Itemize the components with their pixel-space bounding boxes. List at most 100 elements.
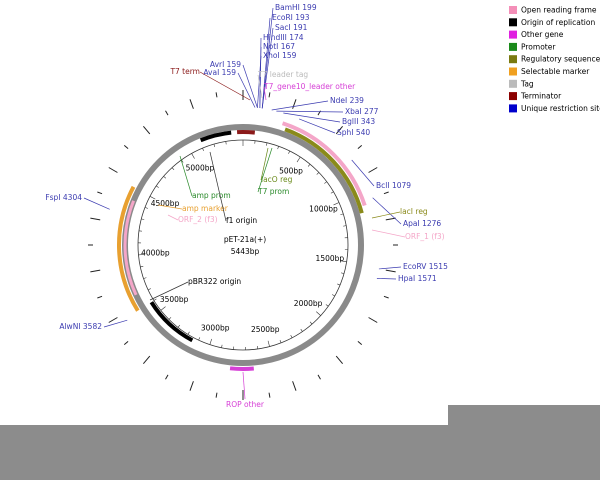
site-leader xyxy=(283,112,341,123)
site-leader xyxy=(261,17,271,109)
site-label: FspI 4304 xyxy=(45,193,82,202)
legend-swatch xyxy=(509,67,517,76)
plasmid-name: pET-21a(+) xyxy=(224,235,266,244)
legend-swatch xyxy=(509,30,517,39)
scale-tick xyxy=(177,324,181,328)
legend-label: Regulatory sequence xyxy=(521,55,600,64)
outer-tick xyxy=(142,355,151,365)
scale-tick xyxy=(266,142,268,146)
site-label: EcoRV 1515 xyxy=(403,262,448,271)
site-leader xyxy=(372,197,402,225)
legend-swatch xyxy=(509,92,517,101)
scale-tick xyxy=(288,150,291,154)
feature-leader xyxy=(371,211,401,219)
scale-tick xyxy=(160,306,166,311)
scale-tick xyxy=(343,225,347,227)
feature-leader xyxy=(167,214,179,221)
scale-tick xyxy=(300,328,303,332)
outer-tick xyxy=(268,392,271,398)
outer-tick xyxy=(335,125,344,135)
feature-leader xyxy=(179,155,193,197)
site-label: AlwNI 3582 xyxy=(59,322,102,331)
outer-tick xyxy=(385,217,396,221)
site-label: BglII 343 xyxy=(342,117,375,126)
term-arc xyxy=(236,130,256,135)
scale-label: 3000bp xyxy=(201,323,230,332)
site-leader xyxy=(242,64,258,108)
scale-tick xyxy=(333,202,340,206)
scale-tick xyxy=(149,196,156,200)
scale-tick xyxy=(202,148,204,152)
feature-leader xyxy=(209,151,227,222)
legend-label: Other gene xyxy=(521,30,564,39)
outer-tick xyxy=(123,144,129,149)
feature-label: ROP other xyxy=(226,400,265,409)
feature-leader xyxy=(260,147,269,181)
scale-label: 4000bp xyxy=(141,248,170,257)
scale-tick xyxy=(181,159,184,163)
scale-tick xyxy=(324,181,327,184)
feature-label: lacO reg xyxy=(261,175,293,184)
feature-leader xyxy=(257,147,273,193)
scale-tick xyxy=(187,331,190,335)
site-label: BamHI 199 xyxy=(275,3,317,12)
feature-label: T7 term xyxy=(169,67,200,76)
scale-tick xyxy=(209,338,213,345)
feature-leader xyxy=(157,204,183,210)
scale-tick xyxy=(267,340,270,347)
site-label: BclI 1079 xyxy=(376,181,411,190)
legend-swatch xyxy=(509,55,517,64)
feature-label: pBR322 origin xyxy=(188,277,241,286)
scale-label: 3500bp xyxy=(160,295,189,304)
outer-tick xyxy=(385,269,396,273)
site-label: AvaI 159 xyxy=(203,68,236,77)
legend-label: Terminator xyxy=(520,92,562,101)
outer-tick xyxy=(317,374,321,380)
feature-label: T7_gene10_leader other xyxy=(263,82,356,91)
feature-label: amp prom xyxy=(192,191,231,200)
feature-leader xyxy=(257,74,263,99)
outer-tick xyxy=(108,167,118,173)
outer-tick xyxy=(368,317,378,323)
site-leader xyxy=(103,319,128,328)
f1-arc xyxy=(199,130,232,143)
outer-tick xyxy=(97,295,103,299)
scale-tick xyxy=(147,288,151,291)
lacI-arc xyxy=(284,127,364,214)
scale-tick xyxy=(337,283,341,286)
site-leader xyxy=(271,100,329,111)
legend-label: Selectable marker xyxy=(521,67,590,76)
outer-tick xyxy=(165,110,169,116)
legend-swatch xyxy=(509,18,517,27)
scale-tick xyxy=(198,337,201,341)
feature-label: ORF_1 (f3) xyxy=(405,232,445,241)
outer-tick xyxy=(123,341,129,346)
scale-tick xyxy=(221,344,223,348)
outer-tick xyxy=(335,355,344,365)
scale-tick xyxy=(277,146,279,150)
outer-tick xyxy=(268,92,271,98)
scale-tick xyxy=(296,156,301,163)
legend-label: Promoter xyxy=(521,42,556,51)
legend-label: Open reading frame xyxy=(521,6,597,15)
orf1-arc xyxy=(281,121,367,207)
feature-leader xyxy=(199,71,251,101)
outer-tick xyxy=(292,381,297,391)
amp-arc xyxy=(117,185,140,312)
scale-label: 1500bp xyxy=(316,254,345,263)
scale-tick xyxy=(340,213,344,216)
site-label: SphI 540 xyxy=(337,128,370,137)
scale-label: 5000bp xyxy=(186,163,215,172)
scale-tick xyxy=(341,272,345,274)
outer-tick xyxy=(357,144,363,149)
scale-tick xyxy=(279,339,282,343)
scale-label: 1000bp xyxy=(309,204,338,213)
rop-arc xyxy=(229,366,254,371)
feature-label: T7 leader tag xyxy=(257,70,308,79)
feature-leader xyxy=(149,281,189,301)
scale-tick xyxy=(156,185,159,188)
outer-tick xyxy=(383,191,389,195)
scale-tick xyxy=(141,218,145,220)
feature-leader xyxy=(242,371,246,400)
